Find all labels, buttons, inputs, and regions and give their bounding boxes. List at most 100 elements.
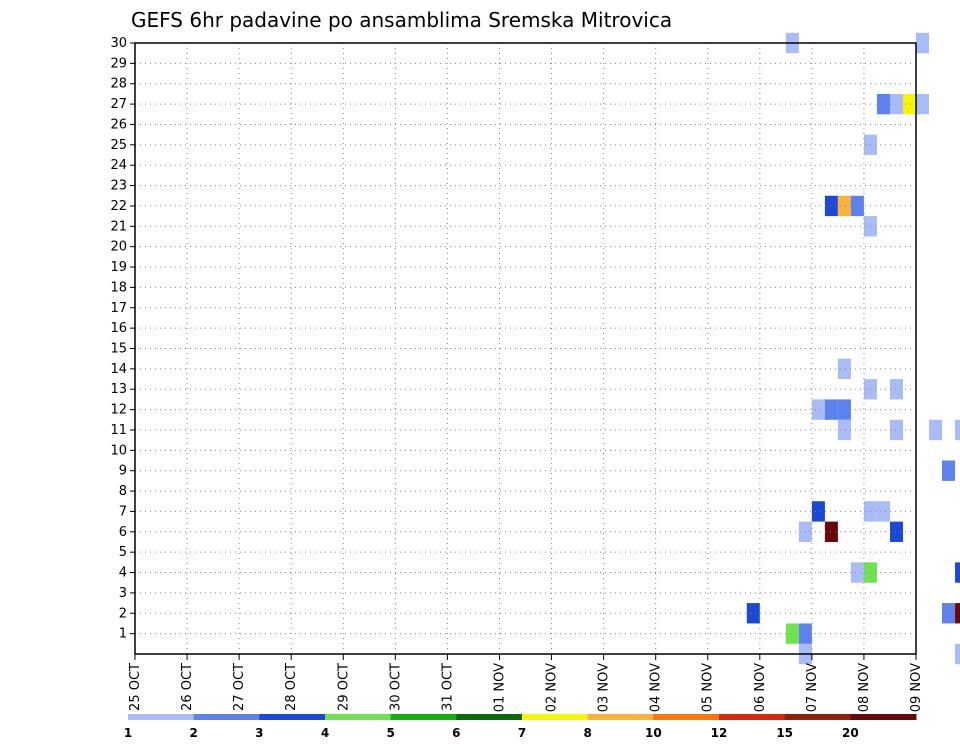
x-tick-label: 25 OCT (128, 663, 143, 711)
y-axis: 1234567891011121314151617181920212223242… (110, 36, 135, 642)
legend-swatch (128, 714, 195, 720)
legend-swatch (390, 714, 457, 720)
legend-label: 5 (386, 726, 394, 740)
y-tick-label: 29 (110, 56, 127, 71)
heatmap-cell (889, 521, 903, 542)
y-tick-label: 19 (110, 260, 127, 275)
heatmap-cell (811, 399, 825, 420)
y-tick-label: 18 (110, 280, 127, 295)
y-tick-label: 16 (110, 321, 127, 336)
legend-swatch (456, 714, 523, 720)
heatmap-cell (850, 562, 864, 583)
heatmap-cell (876, 501, 890, 522)
legend-label: 2 (189, 726, 197, 740)
x-tick-label: 27 OCT (232, 663, 247, 711)
y-tick-label: 13 (110, 382, 127, 397)
heatmap-cell (889, 419, 903, 441)
heatmap-cell (929, 419, 943, 441)
legend-swatch (587, 714, 654, 720)
heatmap-cell (955, 562, 960, 583)
heatmap-cell (902, 93, 916, 115)
heatmap-cell (916, 32, 930, 54)
y-tick-label: 26 (110, 117, 127, 132)
legend-label: 15 (776, 726, 793, 740)
heatmap-cell (850, 195, 864, 217)
legend-label: 8 (583, 726, 591, 740)
y-tick-label: 17 (110, 301, 127, 316)
legend-swatch (784, 714, 851, 720)
heatmap-cell (876, 93, 890, 115)
y-tick-label: 10 (110, 443, 127, 458)
legend-label: 7 (518, 726, 526, 740)
y-tick-label: 11 (110, 423, 127, 438)
heatmap-cell (942, 460, 956, 481)
y-tick-label: 9 (119, 464, 127, 479)
y-tick-label: 27 (110, 97, 127, 112)
heatmap-cell (837, 358, 851, 380)
x-tick-label: 05 NOV (701, 663, 716, 712)
heatmap-cell (889, 93, 903, 115)
y-tick-label: 6 (119, 525, 127, 540)
y-tick-label: 1 (119, 627, 127, 642)
y-tick-label: 28 (110, 77, 127, 92)
gridlines (135, 42, 916, 654)
y-tick-label: 22 (110, 199, 127, 214)
y-tick-label: 3 (119, 586, 127, 601)
chart-title: GEFS 6hr padavine po ansamblima Sremska … (131, 8, 672, 32)
legend-label: 20 (842, 726, 859, 740)
y-tick-label: 2 (119, 606, 127, 621)
x-tick-label: 02 NOV (545, 663, 560, 712)
y-tick-label: 5 (119, 545, 127, 560)
y-tick-label: 8 (119, 484, 127, 499)
legend-label: 6 (452, 726, 460, 740)
legend-label: 3 (255, 726, 263, 740)
x-tick-label: 06 NOV (753, 663, 768, 712)
heatmap-cell (837, 195, 851, 217)
heatmap-cell (955, 603, 960, 624)
x-tick-label: 31 OCT (440, 663, 455, 711)
x-tick-label: 26 OCT (180, 663, 195, 711)
x-tick-label: 09 NOV (909, 663, 924, 712)
legend-label: 1 (124, 726, 132, 740)
x-tick-label: 04 NOV (649, 663, 664, 712)
x-tick-label: 01 NOV (492, 663, 507, 712)
x-tick-label: 03 NOV (597, 663, 612, 712)
legend-label: 10 (645, 726, 662, 740)
x-tick-label: 28 OCT (284, 663, 299, 711)
heatmap-cell (824, 399, 838, 420)
y-tick-label: 7 (119, 504, 127, 519)
heatmap-cells (746, 32, 960, 665)
heatmap-cell (916, 93, 930, 115)
legend-swatch (259, 714, 326, 720)
heatmap-cell (955, 419, 960, 441)
legend: 1 2 3 4 5 6 7 8 10 12 15 20 (124, 714, 917, 740)
legend-swatch (325, 714, 392, 720)
heatmap-cell (811, 501, 825, 522)
y-tick-label: 12 (110, 403, 127, 418)
heatmap-cell (942, 603, 956, 624)
legend-swatch (653, 714, 720, 720)
legend-swatch (850, 714, 917, 720)
x-axis: 25 OCT 26 OCT 27 OCT 28 OCT 29 OCT 30 OCT 31 O… (128, 654, 924, 712)
y-tick-label: 21 (110, 219, 127, 234)
heatmap-cell (889, 379, 903, 400)
legend-label: 4 (321, 726, 329, 740)
heatmap-cell (824, 521, 838, 542)
x-tick-label: 29 OCT (336, 663, 351, 711)
y-tick-label: 23 (110, 179, 127, 194)
heatmap-cell (955, 643, 960, 665)
legend-swatch (719, 714, 786, 720)
y-tick-label: 25 (110, 138, 127, 153)
y-tick-label: 24 (110, 158, 127, 173)
y-tick-label: 30 (110, 36, 127, 51)
y-tick-label: 20 (110, 240, 127, 255)
y-tick-label: 4 (119, 566, 127, 581)
y-tick-label: 14 (110, 362, 127, 377)
legend-swatch (522, 714, 589, 720)
x-tick-label: 30 OCT (388, 663, 403, 711)
y-tick-label: 15 (110, 342, 127, 357)
heatmap-cell (824, 195, 838, 217)
legend-label: 12 (711, 726, 728, 740)
